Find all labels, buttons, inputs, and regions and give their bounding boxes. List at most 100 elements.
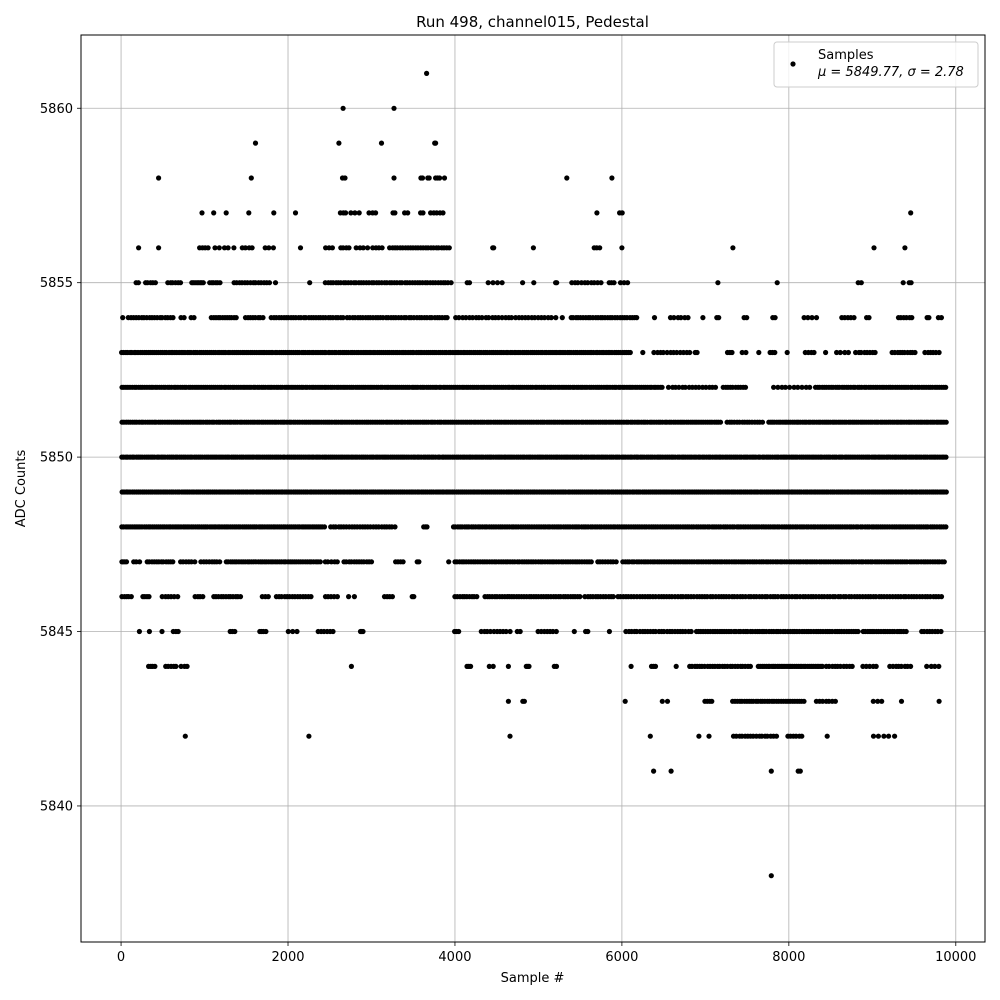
sample-point bbox=[199, 210, 205, 216]
sample-point bbox=[123, 559, 130, 565]
sample-point bbox=[170, 559, 176, 565]
sample-point bbox=[346, 594, 352, 600]
sample-point bbox=[908, 210, 914, 216]
sample-point bbox=[706, 733, 712, 739]
sample-point bbox=[170, 315, 176, 321]
sample-point bbox=[272, 280, 279, 286]
sample-point bbox=[898, 663, 904, 670]
sample-point bbox=[875, 733, 882, 739]
sample-point bbox=[379, 245, 385, 251]
sample-point bbox=[617, 280, 624, 286]
x-tick-label: 10000 bbox=[935, 950, 976, 965]
sample-point bbox=[136, 628, 142, 635]
sample-point bbox=[824, 733, 830, 739]
sample-point bbox=[709, 698, 715, 704]
sample-point bbox=[659, 384, 665, 390]
sample-point bbox=[136, 245, 142, 251]
sample-point bbox=[845, 349, 852, 356]
sample-point bbox=[530, 245, 537, 251]
sample-point bbox=[640, 349, 646, 356]
sample-point bbox=[611, 280, 617, 286]
sample-point bbox=[903, 628, 909, 635]
sample-point bbox=[233, 315, 239, 321]
sample-point bbox=[294, 628, 300, 635]
sample-point bbox=[855, 628, 861, 635]
sample-point bbox=[851, 315, 857, 321]
sample-point bbox=[651, 768, 657, 774]
sample-point bbox=[799, 733, 805, 739]
sample-point bbox=[943, 454, 949, 460]
sample-point bbox=[606, 628, 613, 635]
sample-point bbox=[156, 175, 162, 181]
sample-point bbox=[216, 245, 222, 251]
legend-marker bbox=[790, 61, 796, 67]
sample-point bbox=[419, 175, 426, 181]
sample-point bbox=[886, 733, 892, 739]
sample-point bbox=[246, 210, 252, 216]
y-tick-label: 5860 bbox=[40, 102, 73, 117]
sample-point bbox=[521, 698, 528, 704]
sample-point bbox=[373, 210, 379, 216]
sample-point bbox=[507, 628, 513, 635]
sample-point bbox=[146, 628, 152, 635]
sample-point bbox=[212, 245, 218, 251]
sample-point bbox=[405, 210, 411, 216]
sample-point bbox=[807, 384, 813, 390]
sample-point bbox=[159, 628, 165, 635]
sample-point bbox=[485, 280, 491, 286]
sample-point bbox=[564, 175, 570, 181]
sample-point bbox=[673, 663, 679, 670]
sample-point bbox=[191, 315, 197, 321]
sample-point bbox=[809, 315, 815, 321]
sample-point bbox=[200, 594, 206, 600]
x-tick-label: 6000 bbox=[605, 950, 638, 965]
sample-point bbox=[508, 315, 515, 321]
sample-point bbox=[716, 315, 722, 321]
sample-point bbox=[225, 245, 231, 251]
sample-point bbox=[223, 210, 229, 216]
sample-point bbox=[340, 315, 346, 321]
sample-point bbox=[585, 280, 591, 286]
sample-point bbox=[242, 245, 248, 251]
sample-point bbox=[943, 419, 949, 425]
sample-point bbox=[554, 280, 560, 286]
sample-point bbox=[668, 768, 674, 774]
sample-point bbox=[420, 210, 426, 216]
y-tick-label: 5850 bbox=[40, 451, 73, 466]
y-tick-label: 5840 bbox=[40, 799, 73, 814]
sample-point bbox=[441, 175, 448, 181]
sample-point bbox=[120, 315, 126, 321]
sample-point bbox=[628, 663, 634, 670]
sample-point bbox=[742, 384, 749, 390]
sample-point bbox=[541, 315, 548, 321]
sample-point bbox=[343, 210, 349, 216]
sample-point bbox=[263, 628, 269, 635]
sample-point bbox=[943, 524, 949, 530]
sample-point bbox=[217, 559, 223, 565]
sample-point bbox=[571, 628, 577, 635]
sample-point bbox=[936, 663, 942, 670]
sample-point bbox=[366, 210, 372, 216]
sample-point bbox=[647, 733, 653, 739]
sample-point bbox=[175, 594, 181, 600]
sample-point bbox=[308, 594, 314, 600]
sample-point bbox=[875, 698, 881, 704]
x-tick-label: 8000 bbox=[772, 950, 805, 965]
sample-point bbox=[936, 349, 942, 356]
sample-point bbox=[487, 628, 493, 635]
sample-point bbox=[943, 384, 949, 390]
sample-point bbox=[306, 733, 312, 739]
sample-point bbox=[871, 245, 877, 251]
sample-point bbox=[685, 315, 691, 321]
sample-point bbox=[503, 628, 509, 635]
sample-point bbox=[619, 210, 625, 216]
sample-point bbox=[943, 489, 949, 495]
sample-point bbox=[348, 210, 354, 216]
sample-point bbox=[892, 733, 898, 739]
sample-point bbox=[321, 524, 328, 530]
sample-point bbox=[715, 280, 721, 286]
sample-point bbox=[433, 140, 439, 146]
sample-point bbox=[813, 315, 820, 321]
sample-point bbox=[909, 315, 915, 321]
sample-point bbox=[265, 594, 271, 600]
